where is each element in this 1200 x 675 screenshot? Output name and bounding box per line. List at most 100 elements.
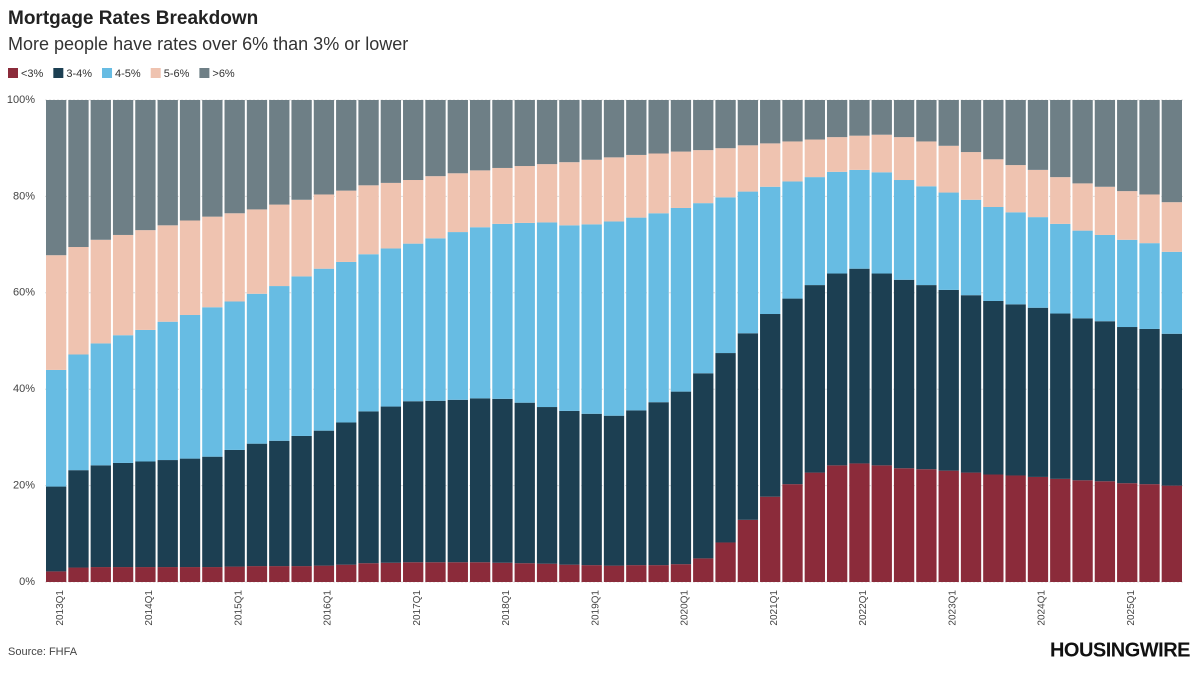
bar-segment bbox=[224, 213, 245, 302]
bar-segment bbox=[90, 465, 111, 568]
bar-segment bbox=[336, 422, 357, 565]
bar-segment bbox=[960, 152, 982, 200]
bar-segment bbox=[1027, 100, 1049, 170]
bar-segment bbox=[492, 223, 513, 399]
bar-segment bbox=[157, 321, 178, 461]
bar-segment bbox=[559, 225, 580, 411]
bar-segment bbox=[536, 164, 558, 223]
bar-segment bbox=[112, 100, 134, 235]
bar-segment bbox=[1050, 478, 1071, 582]
bar-segment bbox=[938, 192, 959, 290]
bar-segment bbox=[1027, 217, 1049, 308]
bar-segment bbox=[1094, 186, 1116, 235]
bar-segment bbox=[804, 139, 825, 178]
chart-title: Mortgage Rates Breakdown bbox=[8, 8, 258, 29]
x-tick-label: 2019Q1 bbox=[590, 590, 601, 626]
bar-segment bbox=[960, 295, 982, 473]
bar-segment bbox=[693, 100, 714, 151]
bar-segment bbox=[447, 562, 468, 582]
bar-segment bbox=[246, 566, 268, 582]
bar-segment bbox=[157, 225, 178, 322]
bar-segment bbox=[425, 400, 446, 563]
bar-segment bbox=[1005, 212, 1026, 305]
bar-segment bbox=[1139, 484, 1160, 582]
bar-segment bbox=[715, 353, 736, 543]
bar-segment bbox=[536, 100, 558, 165]
bar-segment bbox=[670, 151, 692, 208]
legend-swatch bbox=[53, 68, 64, 78]
y-tick-label: 80% bbox=[13, 190, 35, 202]
bar-segment bbox=[871, 100, 892, 135]
bar-segment bbox=[849, 135, 870, 170]
bar-segment bbox=[1005, 304, 1026, 476]
bar-segment bbox=[358, 563, 379, 582]
bar-segment bbox=[90, 567, 111, 582]
bar-segment bbox=[893, 180, 915, 280]
bar-segment bbox=[202, 216, 223, 308]
legend-swatch bbox=[8, 68, 18, 78]
bar-segment bbox=[826, 273, 848, 466]
bar-segment bbox=[670, 391, 692, 565]
bar-segment bbox=[46, 369, 67, 487]
bar-segment bbox=[291, 100, 312, 200]
bar-segment bbox=[826, 171, 848, 274]
bar-segment bbox=[68, 354, 89, 471]
bar-segment bbox=[983, 100, 1004, 160]
bar-segment bbox=[693, 558, 714, 582]
bar-segment bbox=[916, 285, 937, 470]
bar-segment bbox=[291, 566, 312, 582]
bar-segment bbox=[871, 273, 892, 466]
bar-segment bbox=[849, 169, 870, 269]
bar-segment bbox=[202, 307, 223, 457]
bar-segment bbox=[804, 472, 825, 582]
bar-segment bbox=[626, 217, 647, 411]
bar-segment bbox=[826, 137, 848, 172]
x-tick-label: 2015Q1 bbox=[233, 590, 244, 626]
bar-segment bbox=[938, 289, 959, 471]
bar-segment bbox=[68, 470, 89, 568]
bar-segment bbox=[760, 100, 781, 144]
bar-segment bbox=[246, 293, 268, 444]
bar-segment bbox=[380, 406, 402, 563]
bar-segment bbox=[313, 565, 335, 582]
bar-segment bbox=[581, 413, 602, 566]
bar-segment bbox=[581, 565, 602, 582]
bar-segment bbox=[536, 407, 558, 564]
bar-segment bbox=[1072, 480, 1093, 582]
bar-segment bbox=[469, 562, 491, 582]
bar-segment bbox=[648, 100, 669, 154]
x-tick-label: 2018Q1 bbox=[501, 590, 512, 626]
bar-segment bbox=[269, 286, 290, 441]
bar-segment bbox=[425, 238, 446, 401]
y-tick-label: 20% bbox=[13, 480, 35, 492]
bar-segment bbox=[983, 474, 1004, 582]
bar-segment bbox=[202, 567, 223, 582]
bar-segment bbox=[916, 100, 937, 142]
bar-segment bbox=[960, 472, 982, 582]
legend-label: 5-6% bbox=[164, 68, 190, 80]
bar-segment bbox=[938, 470, 959, 582]
bar-segment bbox=[291, 199, 312, 277]
y-tick-label: 0% bbox=[19, 576, 35, 588]
bar-segment bbox=[112, 567, 134, 582]
source: Source: FHFA bbox=[8, 646, 78, 658]
bar-segment bbox=[336, 261, 357, 423]
bar-segment bbox=[403, 562, 424, 582]
bar-segment bbox=[826, 100, 848, 138]
bar-segment bbox=[1005, 475, 1026, 582]
x-tick-label: 2016Q1 bbox=[323, 590, 334, 626]
bar-segment bbox=[715, 100, 736, 149]
bar-segment bbox=[737, 191, 759, 334]
bar-segment bbox=[871, 134, 892, 173]
x-tick-label: 2024Q1 bbox=[1037, 590, 1048, 626]
bar-segment bbox=[782, 181, 803, 299]
bar-segment bbox=[782, 141, 803, 182]
bar-segment bbox=[581, 159, 602, 225]
bar-segment bbox=[715, 542, 736, 582]
bar-segment bbox=[1050, 100, 1071, 178]
bar-segment bbox=[760, 314, 781, 497]
legend-label: 4-5% bbox=[115, 68, 141, 80]
bar-segment bbox=[715, 148, 736, 198]
bar-segment bbox=[760, 496, 781, 582]
